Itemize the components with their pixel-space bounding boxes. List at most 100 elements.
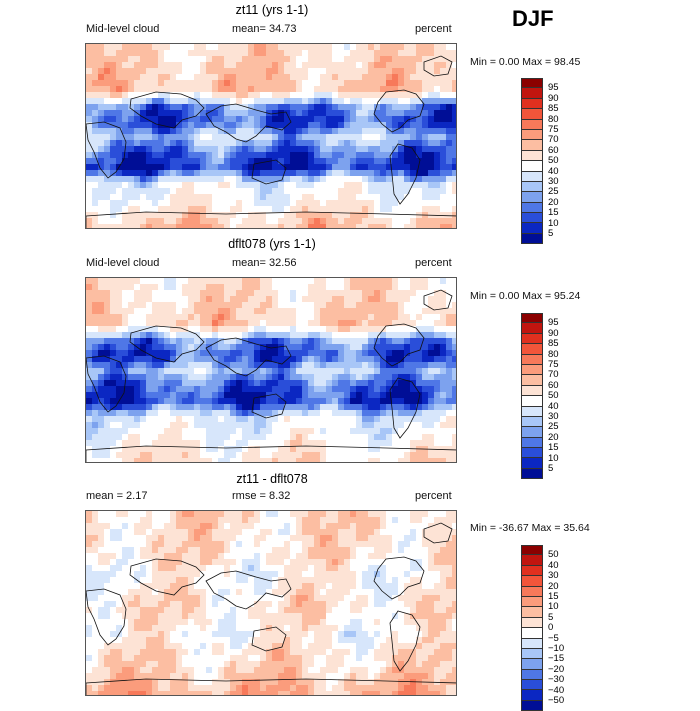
field-cell — [332, 392, 338, 398]
field-cell — [164, 410, 170, 416]
field-cell — [344, 458, 350, 463]
field-cell — [398, 511, 404, 517]
field-cell — [350, 302, 356, 308]
field-cell — [386, 535, 392, 541]
field-cell — [266, 308, 272, 314]
field-cell — [86, 577, 92, 583]
field-cell — [302, 583, 308, 589]
field-cell — [326, 224, 332, 229]
field-cell — [194, 434, 200, 440]
field-cell — [320, 206, 326, 212]
field-cell — [338, 589, 344, 595]
field-cell — [290, 218, 296, 224]
field-cell — [140, 152, 146, 158]
field-cell — [98, 350, 104, 356]
field-cell — [362, 356, 368, 362]
field-cell — [386, 104, 392, 110]
field-cell — [386, 158, 392, 164]
field-cell — [158, 541, 164, 547]
field-cell — [140, 50, 146, 56]
field-cell — [110, 529, 116, 535]
field-cell — [422, 194, 428, 200]
field-cell — [248, 553, 254, 559]
field-cell — [194, 541, 200, 547]
field-cell — [248, 547, 254, 553]
field-cell — [200, 224, 206, 229]
field-cell — [170, 308, 176, 314]
field-cell — [290, 410, 296, 416]
field-cell — [272, 398, 278, 404]
field-cell — [356, 386, 362, 392]
field-cell — [362, 182, 368, 188]
field-cell — [236, 541, 242, 547]
field-cell — [242, 218, 248, 224]
field-cell — [92, 517, 98, 523]
colorbar-swatch — [521, 334, 543, 344]
field-cell — [104, 116, 110, 122]
field-cell — [374, 80, 380, 86]
field-cell — [188, 601, 194, 607]
field-cell — [236, 458, 242, 463]
field-cell — [152, 511, 158, 517]
field-cell — [362, 134, 368, 140]
field-cell — [128, 80, 134, 86]
field-cell — [116, 140, 122, 146]
field-cell — [104, 80, 110, 86]
field-cell — [302, 170, 308, 176]
field-cell — [296, 140, 302, 146]
field-cell — [422, 422, 428, 428]
field-cell — [200, 452, 206, 458]
field-cell — [398, 284, 404, 290]
field-cell — [266, 92, 272, 98]
field-cell — [452, 601, 457, 607]
field-cell — [416, 308, 422, 314]
field-cell — [92, 92, 98, 98]
field-cell — [110, 368, 116, 374]
colorbar-swatch — [521, 172, 543, 182]
field-cell — [194, 571, 200, 577]
field-cell — [86, 134, 92, 140]
field-cell — [254, 146, 260, 152]
field-cell — [194, 194, 200, 200]
field-cell — [314, 194, 320, 200]
field-cell — [320, 224, 326, 229]
field-cell — [182, 284, 188, 290]
field-cell — [404, 517, 410, 523]
field-cell — [266, 332, 272, 338]
field-cell — [272, 541, 278, 547]
field-cell — [152, 194, 158, 200]
field-cell — [338, 98, 344, 104]
field-cell — [230, 374, 236, 380]
field-cell — [326, 362, 332, 368]
field-cell — [368, 404, 374, 410]
field-cell — [122, 344, 128, 350]
field-cell — [356, 589, 362, 595]
field-cell — [350, 296, 356, 302]
field-cell — [248, 392, 254, 398]
field-cell — [170, 62, 176, 68]
field-cell — [380, 422, 386, 428]
field-cell — [278, 182, 284, 188]
field-cell — [176, 188, 182, 194]
field-cell — [386, 458, 392, 463]
field-cell — [356, 583, 362, 589]
field-cell — [236, 146, 242, 152]
field-cell — [128, 392, 134, 398]
field-cell — [86, 62, 92, 68]
field-cell — [164, 188, 170, 194]
field-cell — [446, 152, 452, 158]
field-cell — [140, 440, 146, 446]
field-cell — [266, 104, 272, 110]
field-cell — [242, 368, 248, 374]
field-cell — [206, 374, 212, 380]
field-cell — [434, 517, 440, 523]
field-cell — [242, 440, 248, 446]
field-cell — [152, 116, 158, 122]
field-cell — [362, 68, 368, 74]
field-cell — [188, 140, 194, 146]
field-cell — [230, 212, 236, 218]
field-cell — [332, 332, 338, 338]
field-cell — [200, 434, 206, 440]
field-cell — [98, 284, 104, 290]
field-cell — [332, 134, 338, 140]
